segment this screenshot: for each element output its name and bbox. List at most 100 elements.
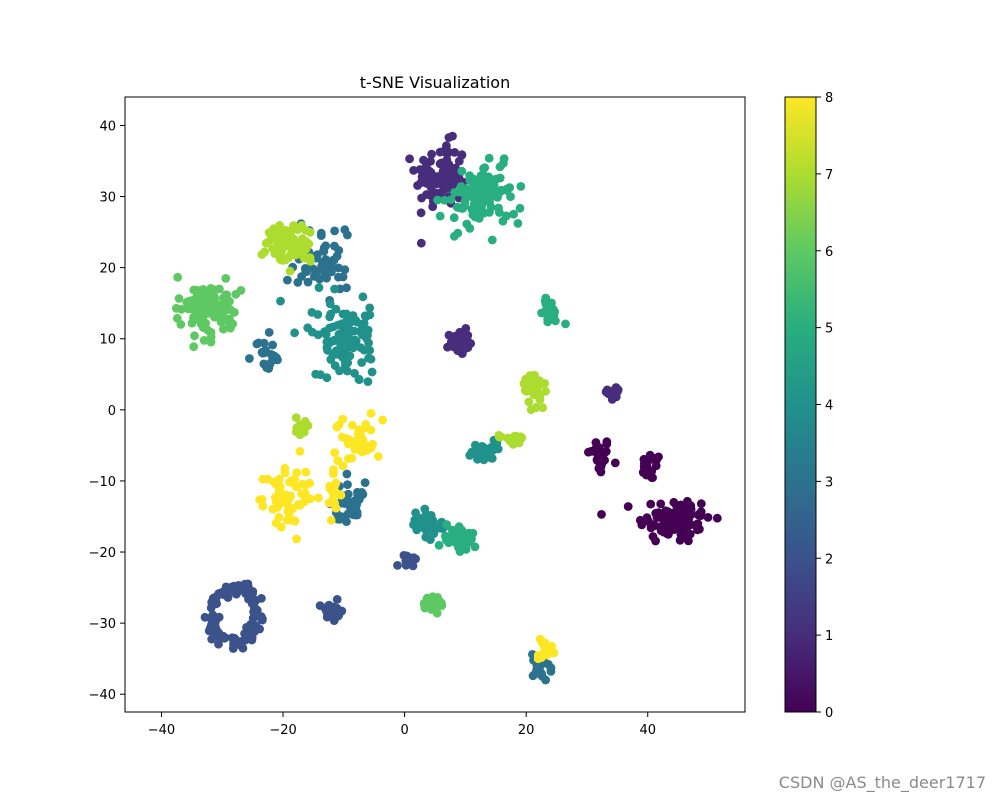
scatter-point <box>549 648 559 658</box>
scatter-point <box>257 495 267 504</box>
scatter-point <box>301 467 311 477</box>
scatter-point <box>408 555 418 565</box>
scatter-point <box>515 203 525 213</box>
scatter-point <box>264 328 274 337</box>
scatter-point <box>291 413 301 422</box>
scatter-point <box>449 342 459 352</box>
scatter-point <box>417 193 426 203</box>
scatter-point <box>247 633 257 642</box>
scatter-point <box>373 452 383 461</box>
scatter-point <box>245 354 254 363</box>
scatter-point <box>330 226 339 236</box>
scatter-point <box>494 203 503 213</box>
scatter-point <box>418 165 428 175</box>
scatter-point <box>221 274 231 283</box>
colorbar-tick-label: 8 <box>825 91 833 106</box>
scatter-point <box>171 303 181 313</box>
scatter-point <box>542 650 552 660</box>
scatter-point <box>325 299 335 309</box>
scatter-point <box>297 221 307 230</box>
scatter-point <box>210 620 220 630</box>
scatter-point <box>329 465 338 475</box>
scatter-point <box>315 274 324 284</box>
scatter-point <box>305 478 315 488</box>
scatter-point <box>475 197 484 207</box>
scatter-point <box>532 665 541 675</box>
scatter-point <box>206 327 216 337</box>
scatter-point <box>287 476 296 485</box>
scatter-point <box>540 296 550 306</box>
scatter-point <box>266 350 276 359</box>
scatter-point <box>453 228 463 238</box>
scatter-point <box>416 208 426 218</box>
scatter-point <box>502 211 511 221</box>
scatter-point <box>454 334 464 344</box>
scatter-point <box>610 458 620 468</box>
scatter-point <box>312 267 321 276</box>
scatter-point <box>301 265 310 275</box>
y-tick-label: −30 <box>89 617 116 632</box>
scatter-point <box>236 286 246 295</box>
scatter-point <box>455 203 464 213</box>
scatter-point <box>502 184 512 194</box>
scatter-point <box>268 244 277 253</box>
scatter-point <box>454 156 464 166</box>
scatter-point <box>367 367 377 377</box>
scatter-point <box>290 328 299 338</box>
scatter-point <box>450 533 460 543</box>
scatter-point <box>283 275 292 285</box>
scatter-point <box>486 203 496 212</box>
colorbar-tick-label: 7 <box>825 168 833 183</box>
y-tick-label: −40 <box>89 688 116 703</box>
scatter-point <box>679 531 689 541</box>
scatter-point <box>348 341 358 351</box>
scatter-point <box>410 515 420 525</box>
scatter-point <box>551 316 560 326</box>
scatter-point <box>442 520 451 529</box>
scatter-point <box>441 166 451 176</box>
scatter-point <box>244 590 254 599</box>
scatter-point <box>334 420 344 430</box>
scatter-point <box>207 612 217 622</box>
scatter-point <box>495 162 505 172</box>
scatter-point <box>546 667 556 676</box>
scatter-point <box>413 181 422 190</box>
scatter-point <box>544 660 553 669</box>
scatter-point <box>449 213 459 223</box>
scatter-point <box>440 195 449 205</box>
scatter-point <box>189 342 199 352</box>
scatter-point <box>647 473 657 482</box>
scatter-point <box>594 443 604 452</box>
scatter-point <box>331 503 341 513</box>
scatter-point <box>524 397 534 407</box>
scatter-point <box>347 420 357 430</box>
colorbar-tick-label: 2 <box>825 552 833 567</box>
scatter-point <box>219 324 228 334</box>
scatter-point <box>484 177 493 186</box>
scatter-point <box>480 446 490 455</box>
scatter-point <box>357 447 367 457</box>
scatter-point <box>259 348 269 358</box>
scatter-point <box>523 379 533 389</box>
scatter-point <box>289 221 298 230</box>
scatter-point <box>318 257 327 267</box>
scatter-point <box>285 266 295 276</box>
scatter-point <box>219 586 229 596</box>
scatter-point <box>584 447 593 457</box>
scatter-point <box>201 319 211 328</box>
colorbar-tick-label: 5 <box>825 322 833 337</box>
scatter-point <box>189 313 198 322</box>
scatter-point <box>481 189 491 198</box>
scatter-point <box>361 312 371 321</box>
scatter-point <box>332 251 342 261</box>
scatter-point <box>280 463 290 473</box>
scatter-point <box>513 219 523 228</box>
scatter-point <box>276 296 285 306</box>
scatter-point <box>252 339 262 349</box>
scatter-point <box>334 329 344 339</box>
scatter-point <box>343 480 352 489</box>
scatter-point <box>176 320 186 329</box>
scatter-point <box>190 331 199 341</box>
scatter-point <box>338 272 348 282</box>
